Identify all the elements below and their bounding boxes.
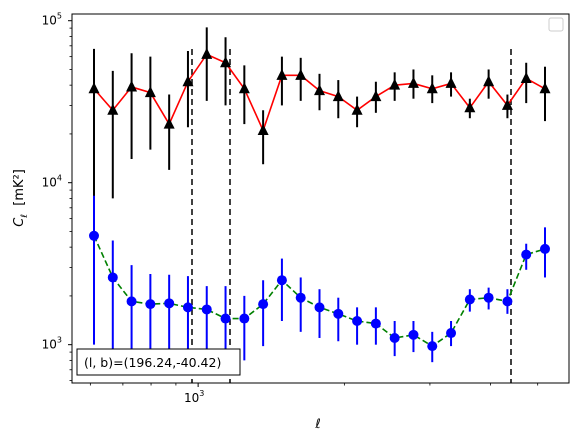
series-circle xyxy=(89,195,550,363)
data-point-triangle xyxy=(257,123,269,135)
y-tick-label: 103 xyxy=(42,336,62,352)
data-point-triangle xyxy=(389,78,401,90)
data-point-circle xyxy=(446,328,457,339)
data-point-triangle xyxy=(501,98,513,110)
data-point-circle xyxy=(408,329,419,340)
data-point-circle xyxy=(89,230,99,241)
data-point-triangle xyxy=(220,56,232,68)
data-point-triangle xyxy=(276,68,288,80)
data-point-triangle xyxy=(445,76,457,88)
data-point-circle xyxy=(540,243,550,254)
data-point-triangle xyxy=(88,82,100,94)
data-point-circle xyxy=(352,316,363,327)
data-point-triangle xyxy=(314,84,325,96)
data-series xyxy=(88,27,551,363)
y-axis-label-units: [mK²] xyxy=(12,169,27,206)
x-axis-ticks: 103 xyxy=(89,383,539,405)
data-point-circle xyxy=(126,296,137,307)
annotation-text: (l, b)=(196.24,-40.42) xyxy=(84,355,221,370)
legend-box xyxy=(548,17,564,32)
data-point-circle xyxy=(258,299,269,310)
data-point-triangle xyxy=(370,90,382,102)
annotation-box: (l, b)=(196.24,-40.42) xyxy=(76,348,241,376)
data-point-circle xyxy=(521,249,532,260)
y-axis-ticks: 103 104 105 xyxy=(42,12,72,382)
y-tick-label: 104 xyxy=(42,174,62,190)
data-point-circle xyxy=(333,308,344,319)
data-point-circle xyxy=(389,332,400,343)
data-point-circle xyxy=(464,294,475,305)
data-point-circle xyxy=(370,318,381,329)
data-point-circle xyxy=(220,313,231,324)
data-point-triangle xyxy=(107,103,119,115)
data-point-triangle xyxy=(295,68,307,80)
data-point-circle xyxy=(239,313,250,324)
data-point-circle xyxy=(201,304,212,315)
data-point-triangle xyxy=(201,47,213,59)
data-point-circle xyxy=(427,341,438,352)
series-triangle xyxy=(88,27,551,199)
y-tick-label: 105 xyxy=(42,12,62,28)
y-axis-label-subscript: ℓ xyxy=(20,214,30,219)
data-point-triangle xyxy=(426,82,438,94)
data-point-triangle xyxy=(126,80,138,92)
data-point-circle xyxy=(182,302,193,313)
data-point-circle xyxy=(502,296,513,307)
data-point-triangle xyxy=(144,86,156,98)
data-point-circle xyxy=(145,299,156,310)
data-point-triangle xyxy=(483,75,495,87)
x-tick-label: 103 xyxy=(184,389,204,405)
data-point-circle xyxy=(295,292,306,303)
x-axis-label: ℓ xyxy=(314,417,320,432)
data-point-circle xyxy=(164,298,175,309)
data-point-triangle xyxy=(407,76,419,88)
data-point-circle xyxy=(483,292,494,303)
data-point-circle xyxy=(107,272,118,283)
data-point-triangle xyxy=(464,101,476,113)
data-point-triangle xyxy=(163,117,175,129)
vertical-reference-lines xyxy=(191,49,512,383)
data-point-circle xyxy=(276,275,287,286)
y-axis-label-symbol: C xyxy=(12,217,27,227)
data-point-triangle xyxy=(238,82,250,94)
y-axis-label: Cℓ [mK²] xyxy=(12,169,30,227)
data-point-triangle xyxy=(520,71,532,83)
data-point-triangle xyxy=(332,90,344,102)
data-point-triangle xyxy=(539,82,551,94)
data-point-triangle xyxy=(351,103,363,115)
svg-text:Cℓ [mK²]: Cℓ [mK²] xyxy=(12,169,30,227)
data-point-triangle xyxy=(182,75,194,87)
data-point-circle xyxy=(314,302,325,313)
